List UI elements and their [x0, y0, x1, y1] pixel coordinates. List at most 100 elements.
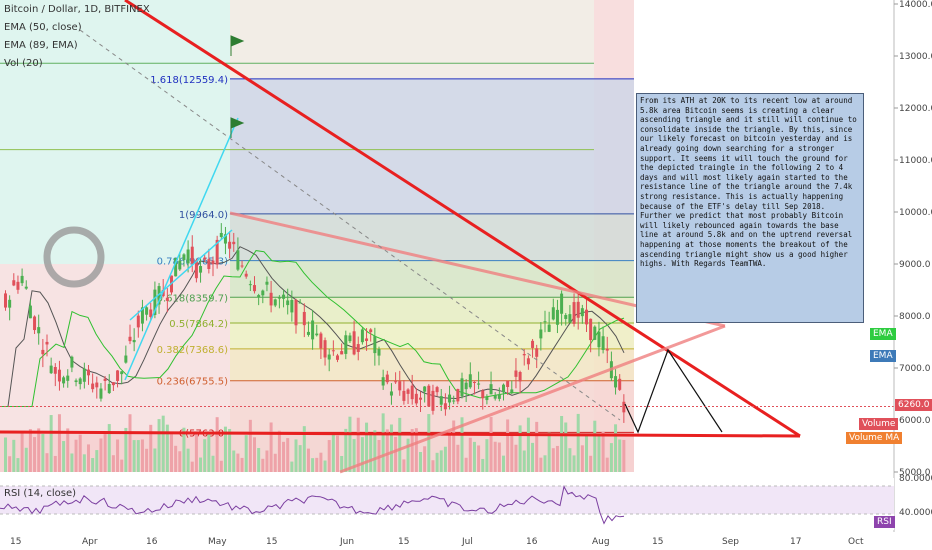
candle-body: [331, 350, 335, 352]
x-tick-label: Jun: [339, 537, 354, 547]
volume-bar: [286, 438, 290, 472]
candle-body: [286, 300, 290, 306]
candle-body: [265, 281, 269, 285]
candle-body: [232, 241, 236, 245]
volume-tag: Volume: [859, 418, 899, 430]
candle-body: [82, 368, 86, 382]
candle-body: [518, 372, 522, 382]
candle-body: [535, 348, 539, 357]
candle-body: [282, 294, 286, 299]
volume-bar: [389, 424, 393, 472]
candle-body: [398, 381, 402, 391]
forecast-path: [624, 348, 723, 434]
volume-bar: [186, 448, 190, 472]
rsi-panel: 80.0000 40.0000: [0, 474, 932, 530]
candle-body: [531, 340, 535, 348]
fib-label: 1.618(12559.4): [150, 75, 228, 86]
volume-bar: [99, 438, 103, 472]
volume-bar: [589, 455, 593, 472]
volume-bar: [182, 427, 186, 472]
volume-legend[interactable]: Vol (20): [4, 58, 43, 69]
candle-body: [352, 331, 356, 355]
candle-body: [414, 393, 418, 404]
candle-body: [87, 369, 90, 376]
ema89-legend[interactable]: EMA (89, EMA): [4, 40, 78, 51]
volume-bar: [66, 428, 70, 472]
volume-bar: [290, 461, 294, 472]
volume-bar: [605, 457, 609, 472]
volume-bar: [91, 458, 95, 472]
volume-bar: [265, 450, 269, 472]
volume-bar: [140, 439, 144, 472]
volume-bar: [406, 438, 410, 472]
rsi-legend[interactable]: RSI (14, close): [4, 488, 77, 499]
volume-bar: [223, 426, 227, 472]
candle-body: [336, 355, 339, 360]
symbol-title: Bitcoin / Dollar, 1D, BITFINEX: [4, 4, 150, 15]
volume-bar: [248, 419, 252, 472]
descending-trendline: [124, 0, 801, 438]
candle-body: [319, 333, 323, 349]
candle-body: [369, 329, 373, 333]
volume-bar: [340, 455, 344, 472]
analysis-note[interactable]: From its ATH at 20K to its recent low at…: [636, 93, 864, 323]
volume-bar: [70, 453, 74, 472]
volume-bar: [178, 451, 182, 472]
volume-bar: [597, 435, 601, 472]
candle-body: [410, 385, 414, 400]
candle-body: [182, 254, 186, 261]
volume-bar: [232, 450, 236, 472]
volume-bar: [439, 450, 443, 472]
volume-bar: [128, 414, 132, 472]
volume-bar: [74, 439, 78, 472]
volume-bar: [551, 448, 555, 472]
ema50-legend[interactable]: EMA (50, close): [4, 22, 82, 33]
candle-body: [460, 378, 464, 397]
volume-bar: [174, 445, 178, 472]
x-tick-label: 15: [652, 537, 663, 547]
fib-band: [230, 323, 634, 349]
candle-body: [315, 333, 319, 336]
drawings: [0, 0, 894, 474]
candle-body: [302, 311, 306, 326]
candle-body: [91, 383, 95, 390]
volume-bar: [161, 415, 165, 472]
rsi-tag: RSI: [874, 516, 895, 528]
volume-bar: [244, 435, 248, 472]
candle-body: [385, 374, 389, 383]
candle-body: [215, 239, 219, 265]
volume-bar: [398, 417, 402, 472]
candle-body: [128, 336, 132, 342]
volume-bar: [298, 445, 302, 472]
candle-body: [219, 232, 223, 238]
volume-bar: [543, 455, 547, 472]
volume-bar: [311, 458, 315, 472]
rsi-tick-label: 80.0000: [899, 474, 932, 484]
volume-bar: [472, 441, 476, 472]
volume-bar: [510, 435, 514, 472]
highlight-circle: [43, 226, 105, 288]
candle-body: [327, 354, 331, 360]
candle-body: [464, 382, 468, 390]
volume-bar: [57, 414, 61, 472]
candle-body: [165, 297, 169, 301]
candle-body: [277, 297, 281, 299]
candle-body: [448, 394, 452, 403]
candle-body: [356, 344, 360, 352]
volume-bar: [49, 415, 53, 472]
candle-body: [435, 387, 439, 393]
candle-body: [506, 381, 510, 387]
flag-icon: [230, 117, 245, 138]
candle-body: [248, 284, 252, 286]
candle-body: [20, 275, 24, 284]
volume-bar: [464, 457, 468, 472]
candle-body: [377, 349, 381, 356]
volume-bar: [211, 455, 215, 472]
volume-bar: [497, 442, 501, 472]
volume-bar: [502, 455, 505, 472]
x-tick-label: 15: [398, 537, 409, 547]
volume-bar: [170, 434, 173, 472]
candle-body: [439, 396, 443, 405]
volume-bar: [4, 437, 7, 472]
